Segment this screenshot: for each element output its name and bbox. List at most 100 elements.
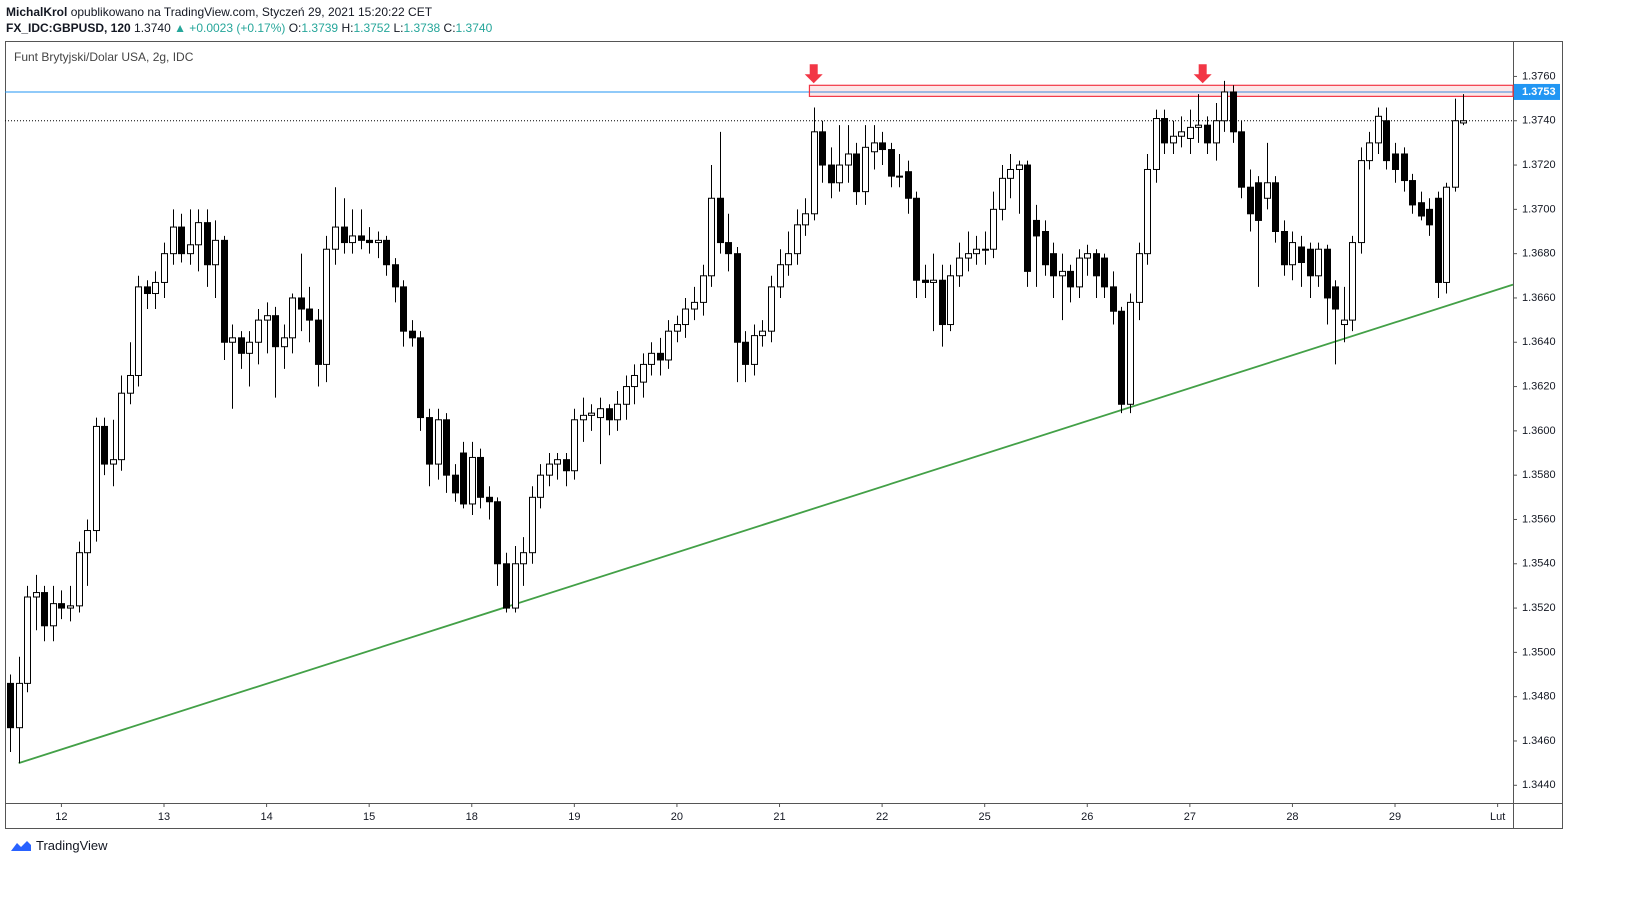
candle-body xyxy=(1230,91,1237,133)
brand-name: TradingView xyxy=(36,838,108,853)
candle-body xyxy=(965,253,972,259)
candle-body xyxy=(264,315,271,321)
legend-value: 1.3740 xyxy=(455,21,493,35)
candle-body xyxy=(990,208,997,250)
candle-body xyxy=(1042,231,1049,266)
candle-body xyxy=(118,392,125,461)
y-tick-label: 1.3620 xyxy=(1522,380,1556,392)
candle-body xyxy=(84,530,91,554)
candle-body xyxy=(768,286,775,332)
candle-body xyxy=(930,279,937,283)
candle-body xyxy=(520,552,527,565)
candle-body xyxy=(905,171,912,199)
candle-body xyxy=(24,596,31,684)
candle-body xyxy=(246,341,253,354)
candle-body xyxy=(819,131,826,166)
candle-body xyxy=(1418,202,1425,217)
price-marker-label: 1.3753 xyxy=(1522,86,1556,98)
x-tick-label: 19 xyxy=(568,811,580,823)
candle-body xyxy=(1213,120,1220,144)
candle-body xyxy=(512,563,519,609)
candle-body xyxy=(1170,135,1177,144)
candle-body xyxy=(717,197,724,244)
candle-body xyxy=(623,386,630,405)
candle-body xyxy=(494,501,501,565)
candle-body xyxy=(255,319,262,343)
author: MichalKrol xyxy=(6,5,68,19)
candle-body xyxy=(811,131,818,215)
candle-body xyxy=(606,408,613,421)
candle-body xyxy=(1238,131,1245,188)
candle-body xyxy=(1059,270,1066,277)
candle-body xyxy=(503,563,510,609)
candle-body xyxy=(1315,248,1322,277)
candle-body xyxy=(204,222,211,266)
candle-body xyxy=(836,164,843,184)
y-tick-label: 1.3460 xyxy=(1522,735,1556,747)
x-tick-label: 15 xyxy=(363,811,375,823)
candle-body xyxy=(674,324,681,332)
x-tick-label: 13 xyxy=(158,811,170,823)
x-tick-label: 21 xyxy=(773,811,785,823)
candle-body xyxy=(597,408,604,419)
candle-body xyxy=(1153,118,1160,170)
candle-body xyxy=(640,363,647,383)
candle-body xyxy=(1204,124,1211,144)
candle-body xyxy=(195,222,202,246)
candle-body xyxy=(332,226,339,250)
y-tick-label: 1.3580 xyxy=(1522,469,1556,481)
candle-body xyxy=(289,297,296,339)
header-line-1: MichalKrol opublikowano na TradingView.c… xyxy=(6,4,492,20)
candle-body xyxy=(212,239,219,266)
x-tick-label: 20 xyxy=(671,811,683,823)
candle-body xyxy=(443,419,450,476)
candle-body xyxy=(127,374,134,394)
legend-label: H: xyxy=(341,21,354,35)
candle-body xyxy=(452,474,459,494)
candle-body xyxy=(298,297,305,310)
candle-body xyxy=(486,496,493,503)
brand-logo xyxy=(11,840,31,851)
candle-body xyxy=(409,330,416,339)
candle-body xyxy=(871,142,878,153)
candle-body xyxy=(1187,126,1194,139)
candle-body xyxy=(537,474,544,498)
y-tick-label: 1.3680 xyxy=(1522,248,1556,260)
arrow xyxy=(1193,64,1212,84)
candle-body xyxy=(383,239,390,266)
y-tick-label: 1.3720 xyxy=(1522,159,1556,171)
candle-body xyxy=(862,146,869,193)
candle-body xyxy=(1383,120,1390,162)
candle-body xyxy=(554,459,561,465)
candle-body xyxy=(161,253,168,283)
candle-body xyxy=(1101,257,1108,288)
candle-body xyxy=(1221,91,1228,122)
candle-body xyxy=(400,286,407,332)
candle-body xyxy=(1375,115,1382,144)
candle-body xyxy=(682,308,689,326)
candle-body xyxy=(187,244,194,255)
legend-value: 1.3752 xyxy=(353,21,391,35)
candle-body xyxy=(1016,164,1023,170)
header: MichalKrol opublikowano na TradingView.c… xyxy=(6,4,492,36)
candle-body xyxy=(366,239,373,244)
candle-body xyxy=(614,403,621,421)
candle-body xyxy=(742,341,749,365)
candle-body xyxy=(33,592,40,598)
x-tick-label: 26 xyxy=(1081,811,1093,823)
candle-body xyxy=(435,419,442,465)
candle-body xyxy=(76,552,83,607)
candle-body xyxy=(794,224,801,255)
candle-body xyxy=(691,301,698,310)
candle-body xyxy=(152,281,159,295)
legend-value: 1.3738 xyxy=(403,21,441,35)
candle-body xyxy=(999,177,1006,210)
candle-body xyxy=(1144,168,1151,255)
candle-body xyxy=(939,279,946,326)
x-tick-label: 14 xyxy=(260,811,272,823)
candle-body xyxy=(845,153,852,166)
candle-body xyxy=(725,242,732,255)
candle-body xyxy=(700,275,707,303)
